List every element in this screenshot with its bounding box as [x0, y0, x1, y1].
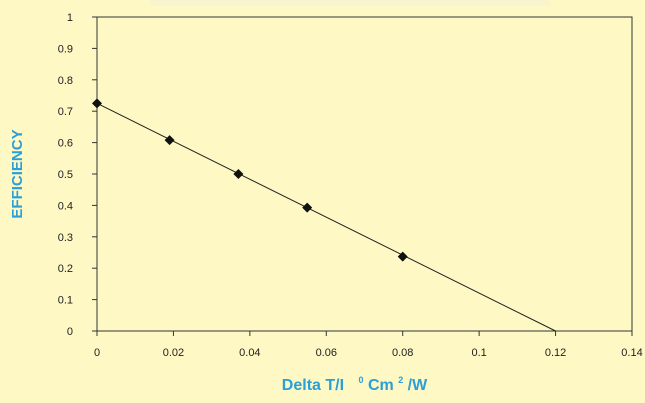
y-tick-label: 0.7: [58, 106, 73, 118]
y-tick-labels: 0 0.1 0.2 0.3 0.4 0.5 0.6 0.7 0.8 0.9 1: [58, 12, 73, 338]
data-points: [92, 98, 408, 262]
data-point: [397, 251, 408, 262]
data-point: [302, 202, 313, 213]
x-axis-title-main: Delta T/I: [282, 377, 344, 394]
y-tick-label: 0: [67, 326, 73, 338]
x-axis-unit-cm: Cm: [368, 377, 394, 394]
y-tick-label: 1: [67, 12, 73, 24]
y-tick-label: 0.6: [58, 138, 73, 150]
trend-line: [96, 102, 556, 332]
x-axis-title: Delta T/I 0 Cm 2 /W: [282, 370, 428, 394]
chart-title: [150, 0, 550, 6]
y-axis-title: EFFICIENCY: [9, 129, 26, 218]
y-tick-label: 0.1: [58, 295, 73, 307]
x-tick-label: 0.04: [239, 347, 260, 359]
x-tick-label: 0.06: [316, 347, 337, 359]
x-tick-label: 0: [94, 347, 100, 359]
title-band: [150, 0, 550, 6]
x-axis-unit-per-watt: /W: [408, 377, 428, 394]
x-tick-label: 0.14: [621, 347, 642, 359]
x-tick-label: 0.02: [163, 347, 184, 359]
x-tick-label: 0.08: [392, 347, 413, 359]
data-point: [92, 98, 102, 109]
axis-ticks: [92, 16, 633, 336]
y-tick-label: 0.2: [58, 263, 73, 275]
x-tick-label: 0.1: [471, 347, 486, 359]
y-tick-label: 0.5: [58, 169, 73, 181]
y-tick-label: 0.3: [58, 232, 73, 244]
y-tick-label: 0.9: [58, 43, 73, 55]
x-axis-unit-degree: 0: [358, 375, 363, 385]
y-tick-label: 0.4: [58, 200, 73, 212]
data-point: [164, 135, 175, 146]
x-tick-label: 0.12: [545, 347, 566, 359]
x-axis-unit-squared: 2: [398, 375, 403, 385]
plot-area: [96, 16, 633, 332]
y-tick-label: 0.8: [58, 75, 73, 87]
x-tick-labels: 0 0.02 0.04 0.06 0.08 0.1 0.12 0.14: [94, 347, 643, 359]
data-point: [233, 169, 244, 179]
